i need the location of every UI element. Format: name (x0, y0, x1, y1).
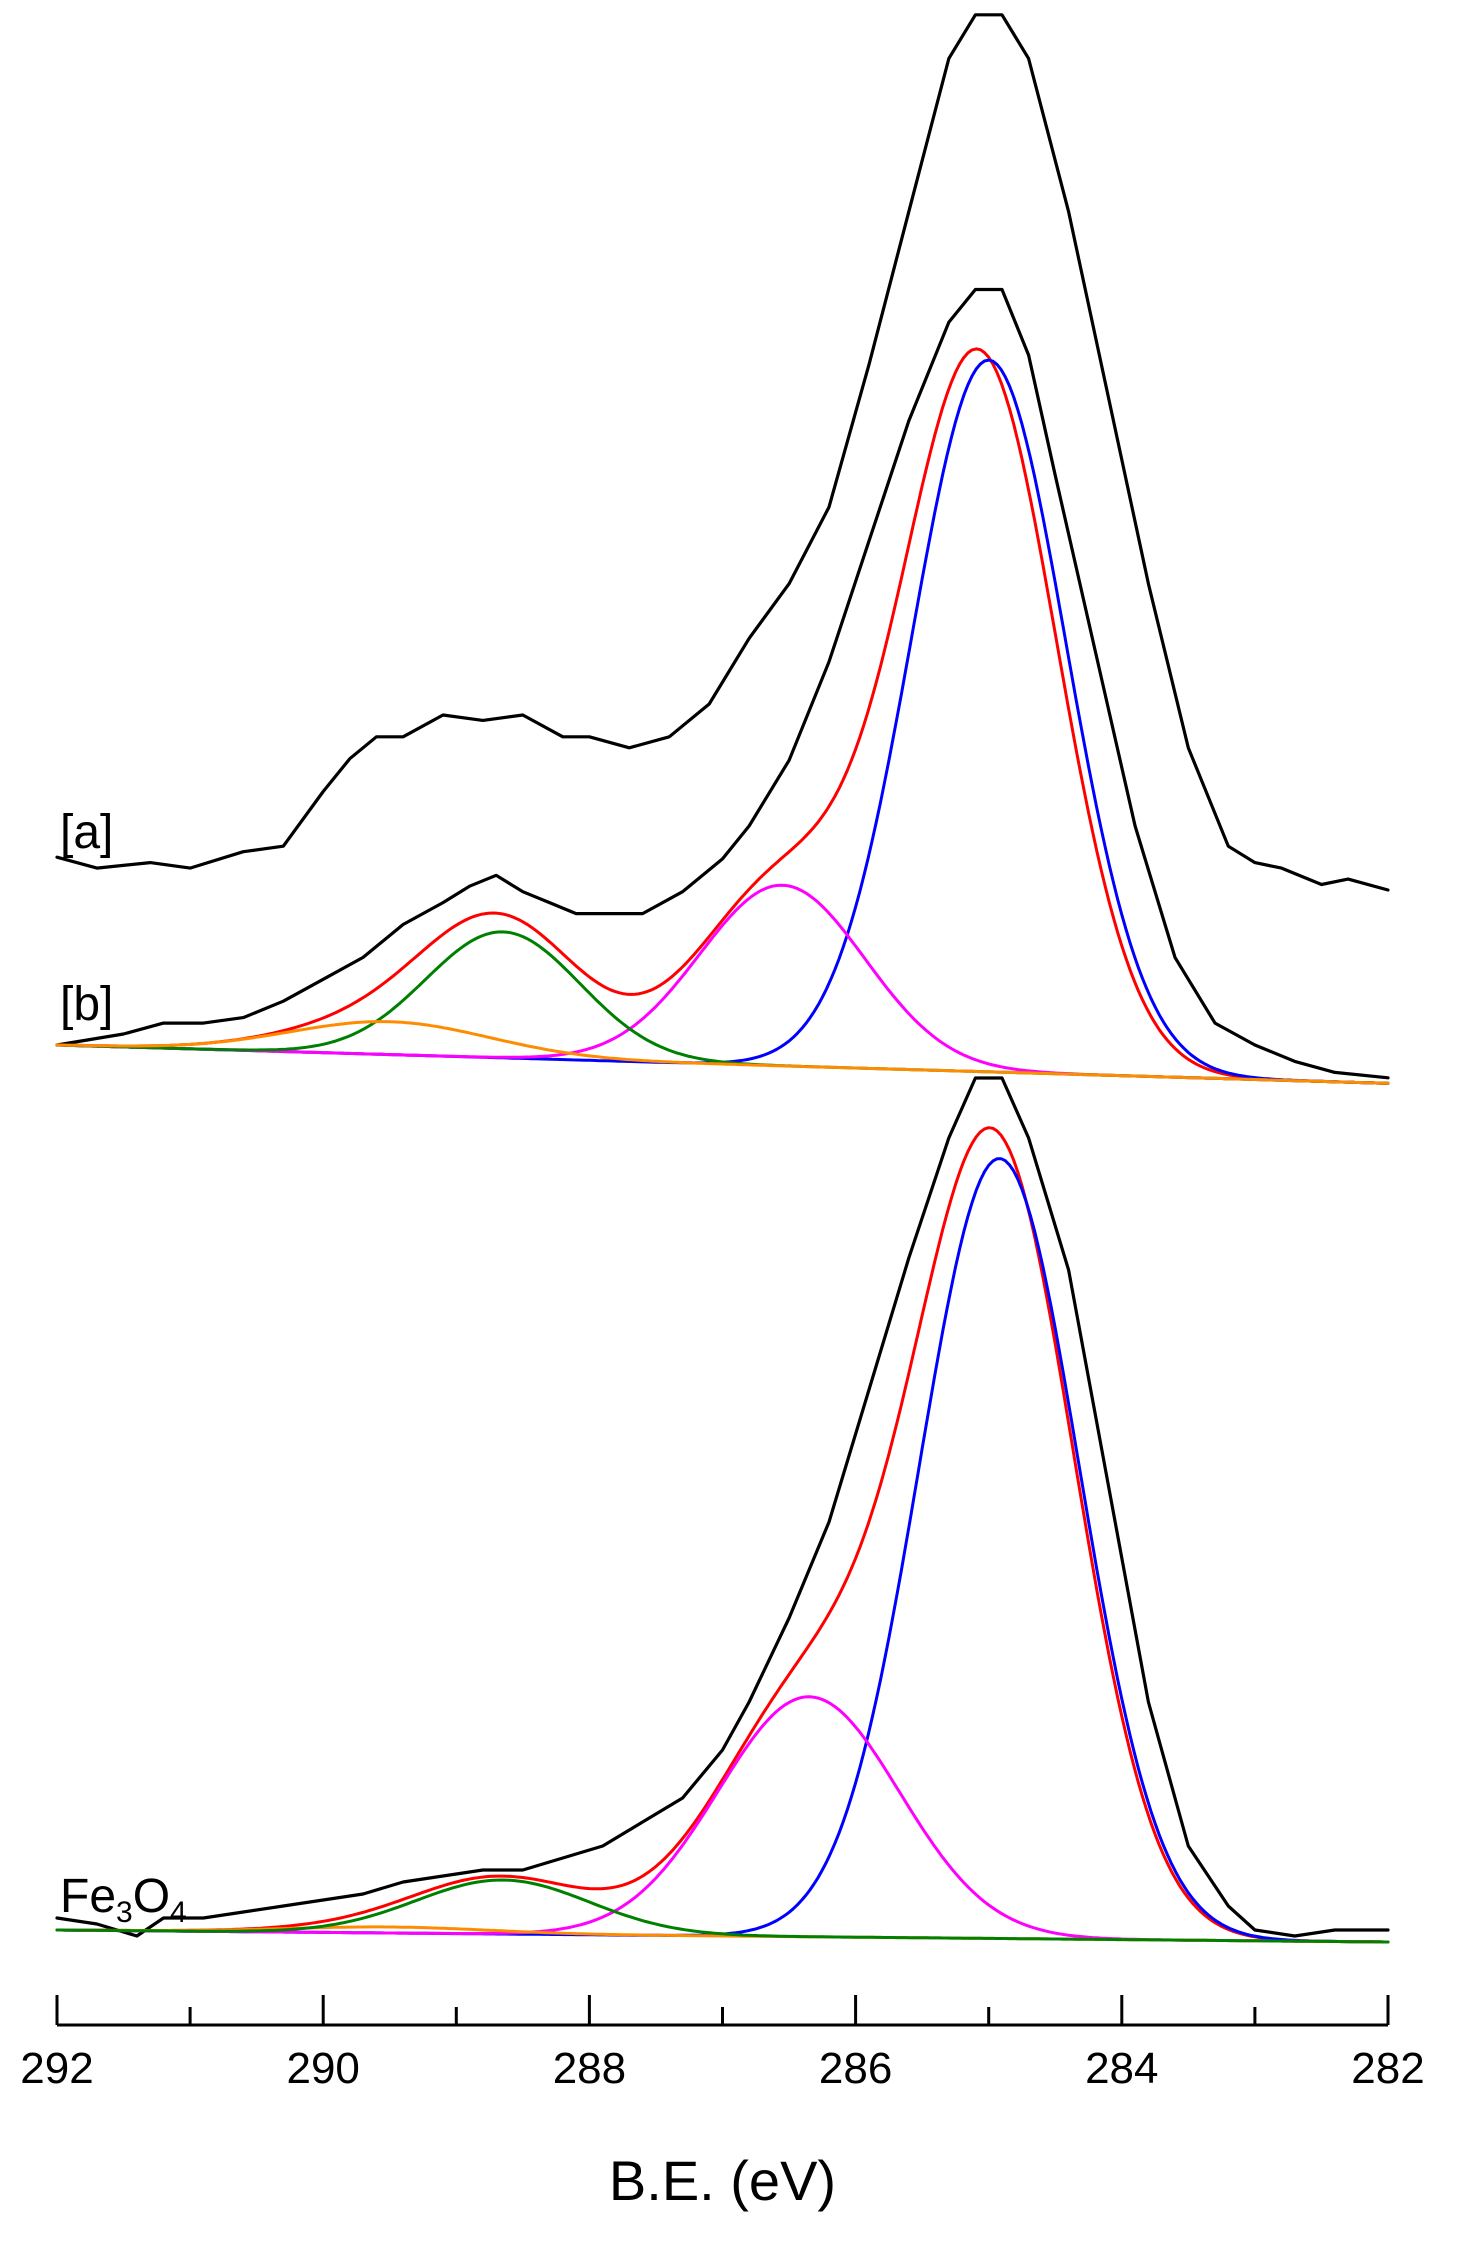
series-experimental-panel-3 (55, 1076, 1390, 1938)
panel-1 (55, 13, 1390, 892)
x-tick-label: 290 (286, 2044, 359, 2093)
x-tick-label: 292 (20, 2044, 93, 2093)
panel-2 (55, 287, 1390, 1085)
series-c4-panel-2 (55, 1020, 1390, 1085)
x-tick-label: 288 (553, 2044, 626, 2093)
panel-label-part: Fe (60, 1870, 116, 1923)
series-c3-panel-3 (55, 1878, 1390, 1944)
panel-label-part: [b] (60, 978, 113, 1031)
panel-label-3: Fe3O4 (60, 1870, 187, 1929)
series-c1-panel-2 (55, 358, 1390, 1085)
series-envelope-panel-3 (55, 1126, 1390, 1944)
x-axis-title: B.E. (eV) (609, 2149, 836, 2212)
panel-label-part: 4 (170, 1896, 187, 1929)
series-c1-panel-3 (55, 1157, 1390, 1944)
x-tick-label: 286 (819, 2044, 892, 2093)
curves-layer (55, 13, 1390, 1944)
x-tick-label: 284 (1085, 2044, 1158, 2093)
series-experimental-panel-2 (55, 287, 1390, 1080)
x-tick-label: 282 (1351, 2044, 1424, 2093)
series-envelope-panel-2 (55, 347, 1390, 1085)
series-experimental-panel-1 (55, 13, 1390, 892)
panel-label-2: [b] (60, 978, 113, 1031)
x-axis-ticks: 292 290 288 286 284 282 (20, 1995, 1425, 2093)
panel-3 (55, 1076, 1390, 1944)
panel-label-part: O (133, 1870, 170, 1923)
panel-labels: [a] [b] Fe3O4 (60, 806, 187, 1929)
panel-label-part: [a] (60, 806, 113, 859)
series-c2-panel-3 (55, 1695, 1390, 1944)
panel-label-1: [a] (60, 806, 113, 859)
panel-label-part: 3 (116, 1896, 133, 1929)
x-axis: 292 290 288 286 284 282 B.E. (eV) (20, 1995, 1425, 2212)
